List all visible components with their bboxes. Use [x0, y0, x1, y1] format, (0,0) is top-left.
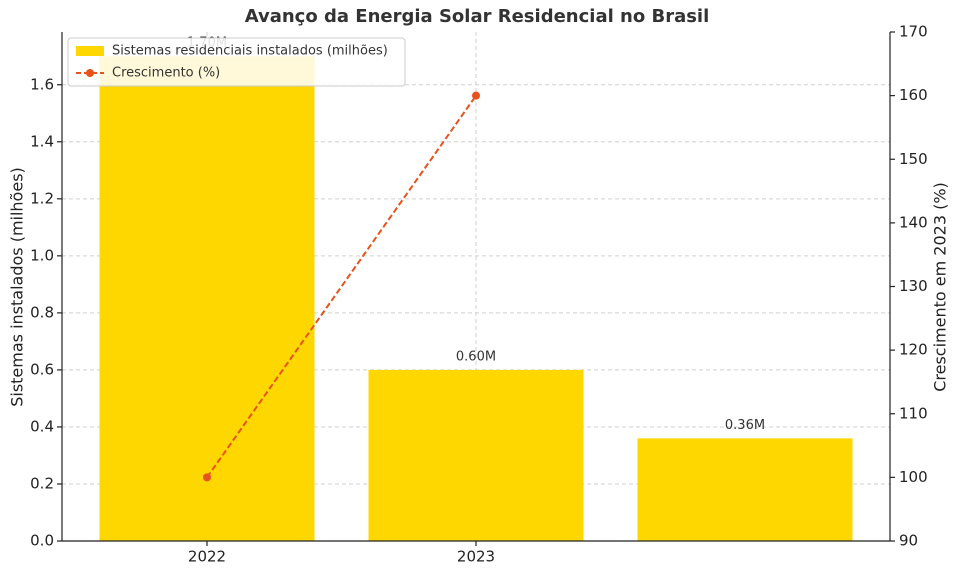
legend-swatch — [76, 46, 104, 56]
y2-tick-label: 150 — [899, 150, 928, 168]
y-tick-label: 0.6 — [30, 360, 54, 378]
y2-tick-label: 170 — [899, 23, 928, 41]
legend-label: Sistemas residenciais instalados (milhõe… — [112, 44, 388, 59]
bar — [368, 369, 584, 541]
bar — [637, 438, 853, 541]
legend-label: Crescimento (%) — [112, 66, 220, 81]
x-tick-label: 2023 — [457, 548, 495, 566]
y2-tick-label: 160 — [899, 86, 928, 104]
y-tick-label: 0.0 — [30, 532, 54, 550]
legend: Sistemas residenciais instalados (milhõe… — [67, 37, 406, 87]
y2-tick-label: 90 — [899, 532, 918, 550]
y-tick-label: 1.2 — [30, 189, 54, 207]
line — [206, 95, 477, 478]
y2-axis-label: Crescimento em 2023 (%) — [931, 182, 950, 392]
y2-tick-label: 100 — [899, 468, 928, 486]
y2-tick-label: 120 — [899, 341, 928, 359]
legend-box — [67, 37, 406, 87]
legend-swatch-point — [86, 69, 94, 77]
line-point — [472, 91, 480, 100]
bar-value-label: 0.60M — [456, 349, 496, 364]
bar — [99, 56, 315, 541]
chart-title: Avanço da Energia Solar Residencial no B… — [245, 6, 710, 27]
y-tick-label: 0.2 — [30, 474, 54, 492]
y2-tick-label: 110 — [899, 404, 928, 422]
y-tick-label: 0.8 — [30, 303, 54, 321]
bar-value-label: 0.36M — [725, 418, 765, 433]
y-tick-label: 1.6 — [30, 75, 54, 93]
x-tick-label: 2022 — [188, 548, 226, 566]
y-tick-label: 1.4 — [30, 132, 54, 150]
y-tick-label: 0.4 — [30, 417, 54, 435]
y-tick-label: 1.0 — [30, 246, 54, 264]
y-axis-label: Sistemas instalados (milhões) — [8, 167, 27, 407]
line-point — [203, 473, 211, 482]
y2-tick-label: 130 — [899, 277, 928, 295]
y2-tick-label: 140 — [899, 213, 928, 231]
